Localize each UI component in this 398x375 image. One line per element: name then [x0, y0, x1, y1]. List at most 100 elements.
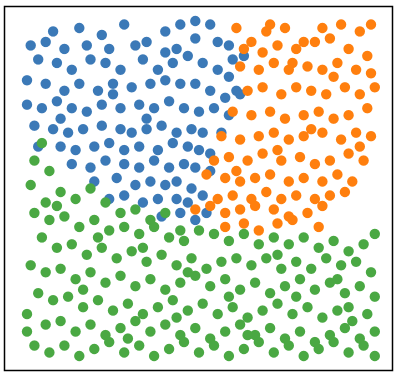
point-series-0-49 [115, 103, 126, 114]
point-series-1-27 [276, 89, 287, 100]
point-series-1-25 [242, 85, 253, 97]
point-series-1-17 [253, 64, 264, 76]
point-series-1-47 [283, 134, 294, 145]
point-series-1-89 [302, 207, 313, 219]
point-series-0-83 [119, 158, 130, 170]
point-series-2-28 [238, 228, 250, 240]
point-series-0-74 [119, 144, 130, 156]
point-series-2-70 [160, 284, 171, 295]
point-series-1-99 [264, 19, 276, 30]
point-series-0-85 [148, 155, 160, 166]
point-series-2-132 [29, 340, 40, 351]
point-series-2-139 [134, 340, 145, 351]
point-series-0-10 [175, 19, 186, 30]
point-series-2-1 [29, 155, 40, 166]
point-series-0-9 [160, 26, 171, 37]
plot-frame [3, 5, 394, 372]
point-series-0-50 [134, 99, 145, 110]
point-series-2-80 [309, 284, 321, 295]
point-series-0-57 [29, 120, 40, 131]
point-series-0-12 [205, 19, 216, 30]
point-series-2-109 [40, 319, 51, 330]
point-series-0-36 [145, 78, 156, 90]
point-series-1-97 [246, 36, 257, 48]
point-series-0-14 [227, 54, 238, 65]
point-series-0-6 [104, 43, 115, 55]
point-series-2-18 [89, 214, 100, 226]
point-series-0-13 [212, 36, 223, 48]
point-series-0-93 [160, 179, 171, 191]
point-series-1-13 [324, 33, 336, 44]
point-series-0-34 [107, 78, 119, 90]
point-series-2-65 [85, 267, 96, 278]
point-series-2-101 [272, 298, 283, 309]
point-series-2-57 [321, 253, 332, 264]
point-series-2-8 [100, 197, 111, 208]
point-series-0-71 [70, 144, 81, 156]
point-series-0-5 [96, 29, 108, 41]
point-series-1-45 [253, 131, 264, 142]
point-series-2-16 [59, 211, 70, 222]
point-series-0-82 [100, 155, 111, 166]
point-series-2-50 [216, 256, 227, 267]
point-series-2-91 [122, 298, 134, 309]
point-series-1-4 [317, 22, 328, 34]
point-series-1-61 [343, 148, 354, 159]
point-series-0-31 [59, 85, 70, 97]
point-series-1-102 [272, 144, 283, 156]
point-series-0-54 [193, 106, 205, 117]
point-series-0-91 [130, 179, 141, 191]
point-series-1-31 [339, 82, 351, 93]
point-series-2-98 [227, 302, 238, 313]
point-series-2-134 [59, 340, 70, 351]
point-series-0-79 [193, 144, 205, 156]
point-series-0-39 [190, 78, 201, 90]
point-series-0-109 [74, 22, 85, 34]
point-series-1-93 [253, 225, 264, 236]
point-series-1-51 [350, 127, 362, 138]
point-series-2-49 [201, 263, 212, 274]
point-series-0-51 [148, 103, 160, 114]
point-series-1-77 [276, 193, 287, 205]
point-series-2-155 [369, 350, 380, 362]
point-series-2-110 [55, 315, 66, 327]
point-series-2-95 [182, 305, 193, 316]
point-series-2-84 [369, 291, 380, 302]
point-series-1-55 [242, 155, 253, 166]
point-series-0-17 [51, 57, 63, 69]
point-series-0-0 [47, 26, 59, 37]
point-series-2-168 [343, 302, 354, 313]
point-series-1-74 [227, 190, 238, 201]
point-series-2-56 [306, 263, 317, 274]
point-series-0-33 [92, 85, 104, 97]
point-series-1-58 [294, 151, 306, 163]
point-series-0-90 [111, 172, 122, 184]
point-series-2-63 [55, 263, 66, 274]
point-series-1-69 [298, 172, 309, 184]
point-series-1-35 [246, 110, 257, 121]
point-series-0-113 [231, 85, 242, 97]
point-series-2-162 [332, 274, 343, 285]
point-series-2-30 [268, 232, 279, 243]
points-layer [21, 15, 380, 362]
point-series-1-76 [261, 186, 272, 198]
point-series-1-98 [287, 57, 298, 69]
point-series-1-63 [201, 169, 212, 180]
point-series-2-105 [332, 305, 343, 316]
point-series-2-79 [294, 274, 306, 285]
point-series-1-8 [238, 43, 250, 55]
point-series-2-61 [25, 260, 36, 271]
point-series-2-14 [29, 207, 40, 219]
point-series-0-8 [141, 36, 152, 48]
point-series-2-146 [238, 343, 250, 355]
point-series-2-36 [358, 239, 369, 250]
point-series-2-83 [354, 281, 365, 292]
point-series-0-117 [171, 43, 182, 55]
point-series-2-12 [160, 207, 171, 219]
point-series-2-71 [175, 277, 186, 288]
point-series-0-78 [182, 141, 193, 152]
point-series-2-90 [107, 305, 119, 316]
point-series-2-21 [134, 228, 145, 240]
point-series-1-100 [328, 71, 339, 83]
point-series-2-100 [257, 305, 268, 316]
